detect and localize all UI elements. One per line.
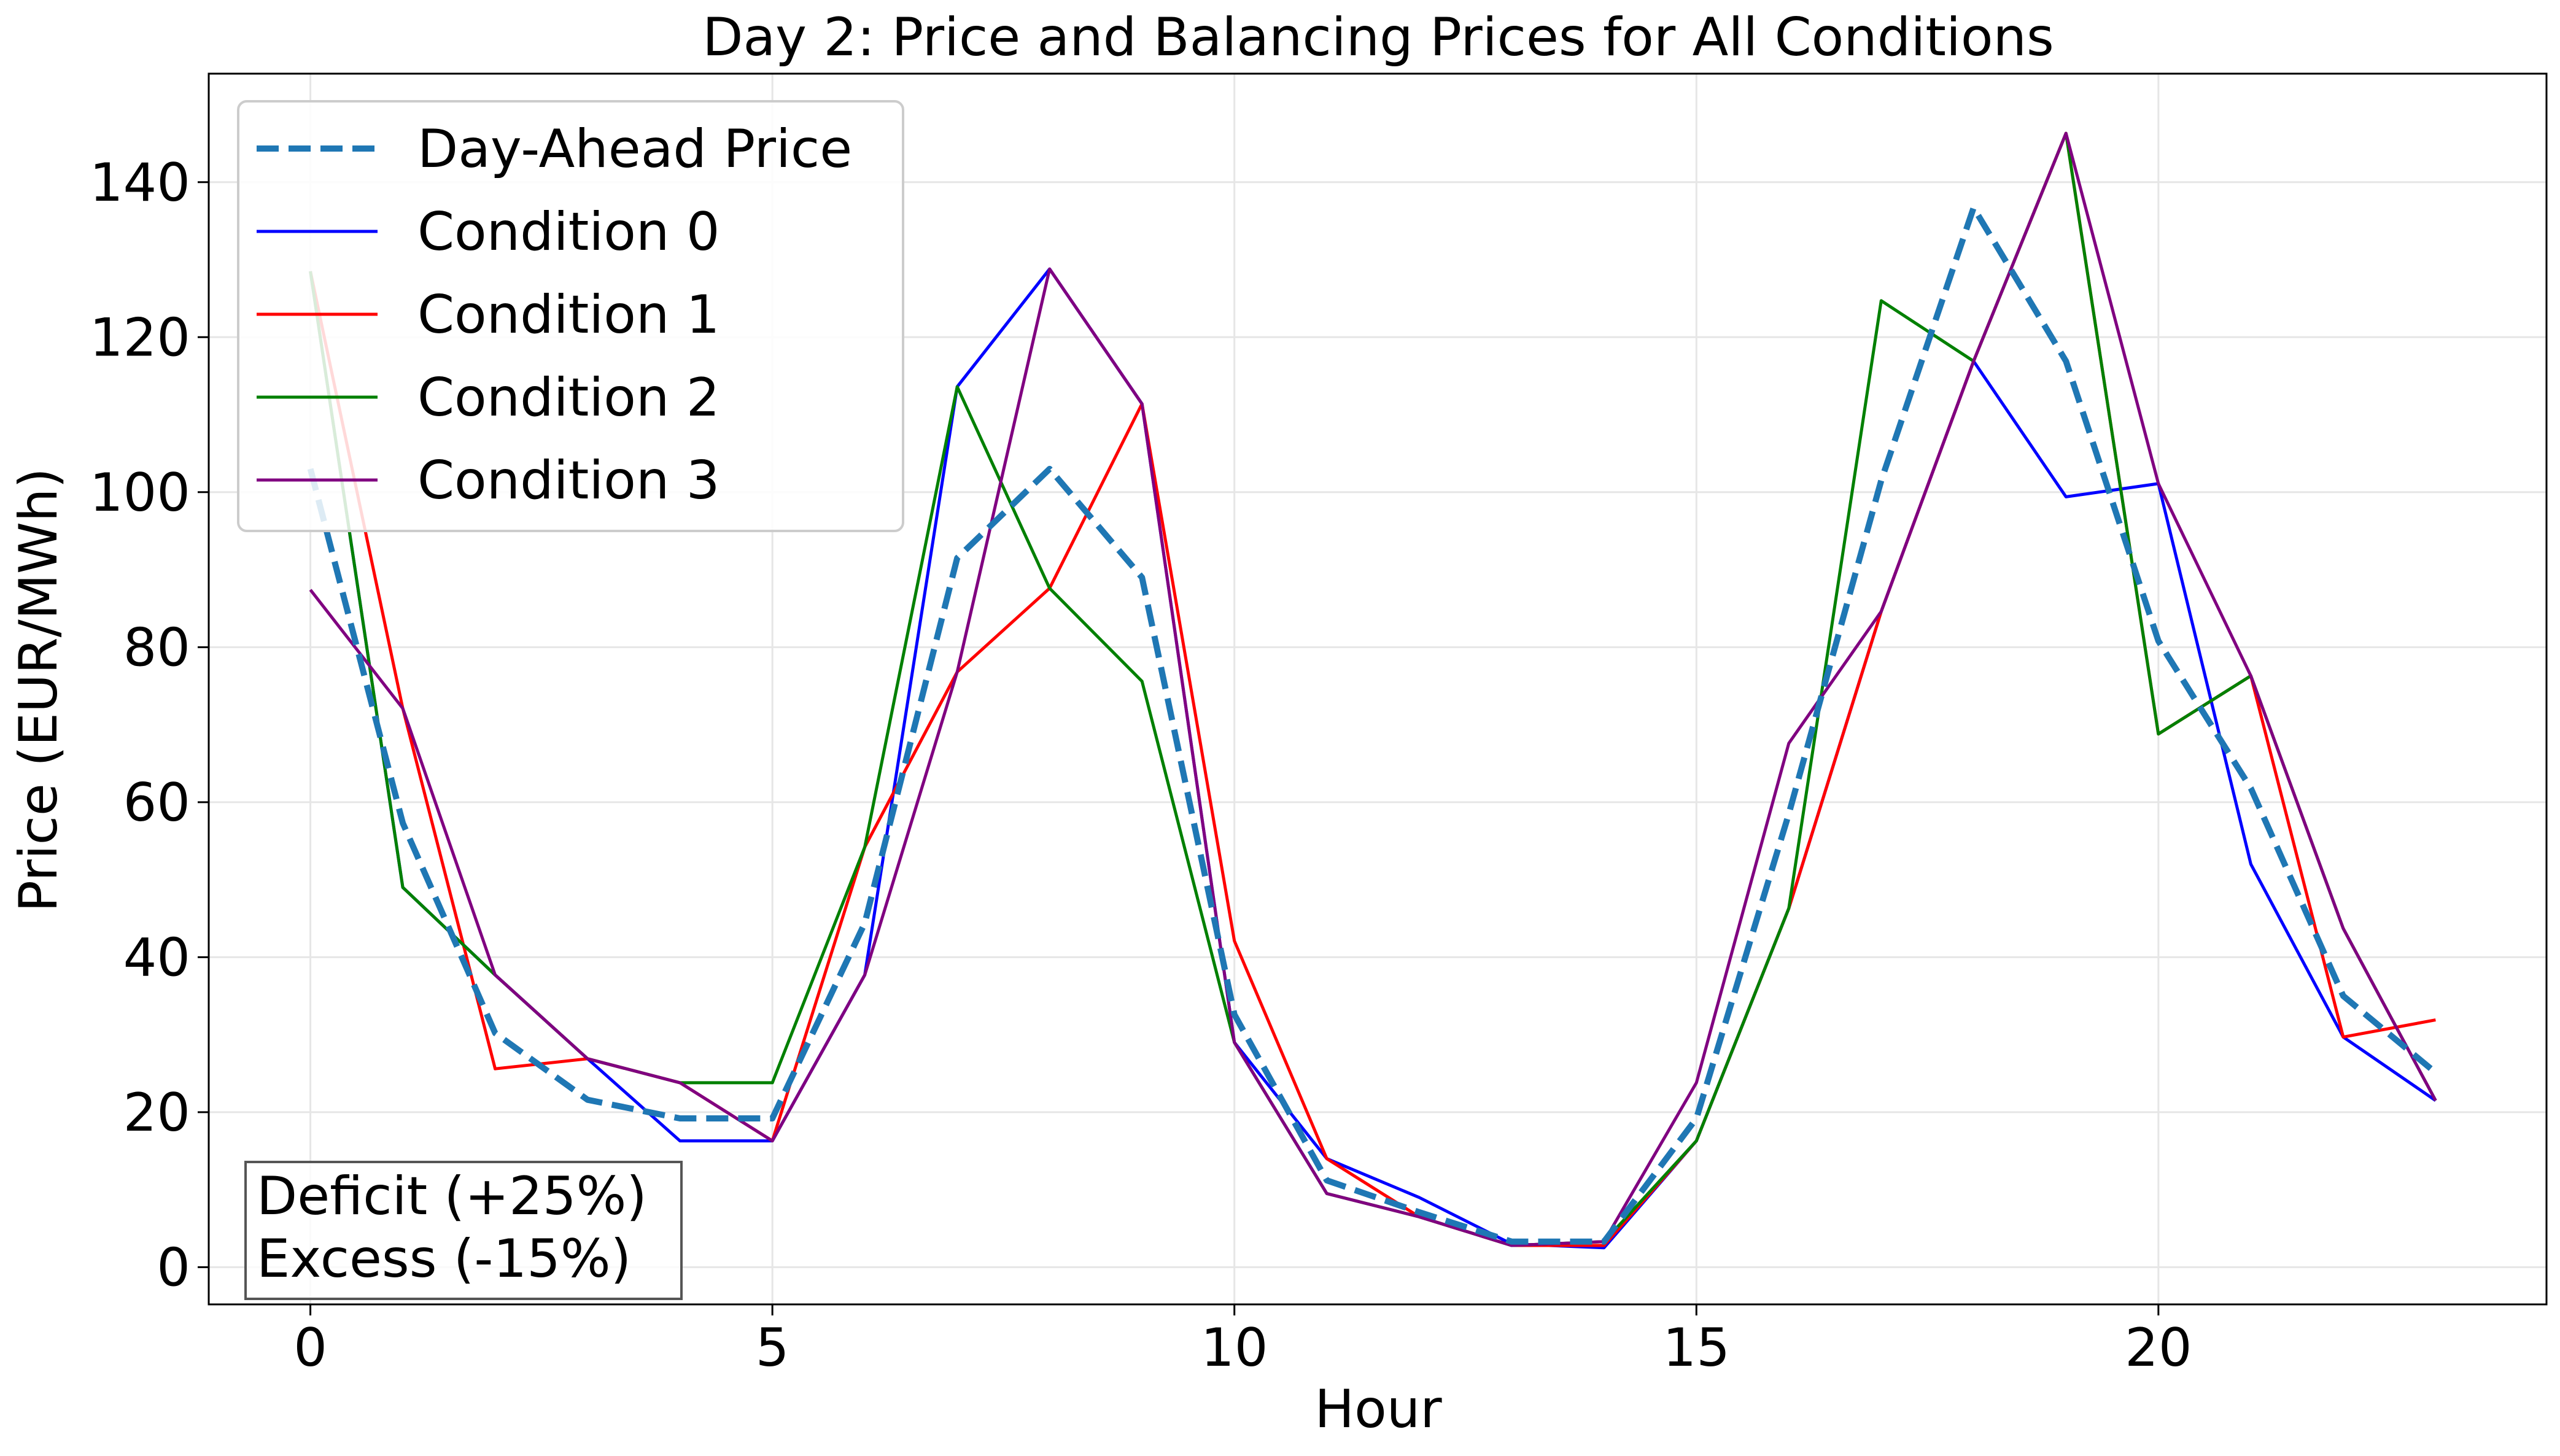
annotation-box: Deficit (+25%) Excess (-15%) xyxy=(244,1161,683,1300)
x-tick-label: 5 xyxy=(756,1317,789,1379)
chart-title: Day 2: Price and Balancing Prices for Al… xyxy=(702,7,2054,68)
series-layer xyxy=(307,131,2438,1250)
y-tick-label: 140 xyxy=(90,152,190,214)
y-tick-label: 100 xyxy=(90,462,190,524)
y-axis-label: Price (EUR/MWh) xyxy=(8,468,69,912)
legend-label: Condition 1 xyxy=(417,284,720,346)
x-axis-label: Hour xyxy=(1314,1379,1442,1440)
x-tick-label: 0 xyxy=(293,1317,327,1379)
ticks: 0 5 10 15 20 0 20 40 60 80 100 120 140 xyxy=(90,152,2192,1379)
x-tick-label: 20 xyxy=(2125,1317,2192,1379)
annotation-frame xyxy=(244,1161,683,1300)
legend-label: Condition 3 xyxy=(417,450,720,511)
annotation-excess: Excess (-15%) xyxy=(257,1228,631,1290)
y-tick-label: 60 xyxy=(123,772,190,834)
y-tick-label: 0 xyxy=(157,1237,190,1298)
x-tick-label: 10 xyxy=(1201,1317,1268,1379)
grid xyxy=(209,74,2546,1304)
x-tick-label: 15 xyxy=(1663,1317,1730,1379)
series-line-condition-0 xyxy=(309,267,2437,1250)
plot-frame xyxy=(208,72,2548,1306)
y-tick-label: 40 xyxy=(123,927,190,988)
y-tick-label: 80 xyxy=(123,617,190,678)
series-line-condition-3 xyxy=(309,131,2437,1247)
legend-label: Condition 2 xyxy=(417,367,720,428)
y-tick-label: 120 xyxy=(90,307,190,368)
legend-label: Day-Ahead Price xyxy=(417,118,852,180)
legend-label: Condition 0 xyxy=(417,201,720,263)
y-tick-label: 20 xyxy=(123,1082,190,1144)
legend: Day-Ahead Price Condition 0 Condition 1 Con… xyxy=(237,100,904,532)
legend-box xyxy=(237,100,904,532)
annotation-deficit: Deficit (+25%) xyxy=(257,1166,647,1227)
series-line-day-ahead-price xyxy=(307,204,2438,1245)
